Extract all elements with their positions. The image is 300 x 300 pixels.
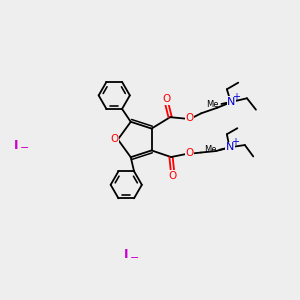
Text: Me: Me [204, 145, 216, 154]
Text: N: N [226, 142, 234, 152]
Text: I: I [14, 139, 19, 152]
Text: N: N [227, 97, 236, 107]
Text: O: O [162, 94, 171, 104]
Text: O: O [185, 113, 194, 123]
Text: O: O [110, 134, 118, 145]
Text: O: O [168, 171, 177, 181]
Text: −: − [20, 143, 29, 154]
Text: O: O [185, 148, 194, 158]
Text: +: + [231, 137, 239, 147]
Text: −: − [129, 253, 139, 263]
Text: +: + [232, 92, 240, 102]
Text: Me: Me [206, 100, 218, 109]
Text: I: I [124, 248, 128, 262]
